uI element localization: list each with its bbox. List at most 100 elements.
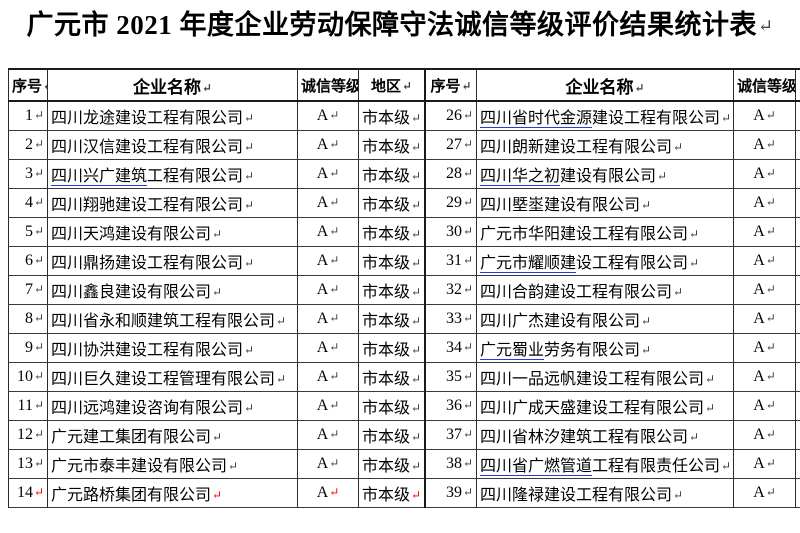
cell-area-right: 市本级↵ (795, 100, 800, 131)
paragraph-mark-icon: ↵ (33, 224, 44, 238)
paragraph-mark-icon: ↵ (212, 227, 223, 241)
cell-area-right: 市本级↵ (795, 391, 800, 421)
cell-company-left: 四川协洪建设工程有限公司↵ (47, 333, 298, 363)
cell-index-right: 26↵ (424, 100, 477, 131)
paragraph-mark-icon: ↵ (33, 456, 44, 470)
paragraph-mark-icon: ↵ (721, 111, 732, 125)
cell-company-left: 四川远鸿建设咨询有限公司↵ (47, 391, 298, 421)
cell-company-left: 四川鼎扬建设工程有限公司↵ (47, 246, 298, 276)
paragraph-mark-icon: ↵ (276, 372, 287, 386)
spellcheck-underline: 四川省广燃管道 (480, 458, 593, 476)
paragraph-mark-icon: ↵ (201, 80, 213, 95)
header-index-left: 序号↵ (8, 68, 48, 102)
cell-area-left: 市本级↵ (358, 362, 426, 392)
spellcheck-underline: 四川华之初 (480, 168, 561, 186)
paragraph-mark-icon: ↵ (33, 369, 44, 383)
paragraph-mark-icon: ↵ (329, 456, 340, 470)
cell-company-left: 广元路桥集团有限公司↵ (47, 478, 298, 508)
company-name-text: 四川鼎扬建设工程有限公司 (51, 255, 244, 272)
cell-index-right: 33↵ (424, 304, 477, 334)
cell-company-left: 四川巨久建设工程管理有限公司↵ (47, 362, 298, 392)
paragraph-mark-icon: ↵ (411, 285, 422, 299)
cell-company-left: 四川天鸿建设有限公司↵ (47, 217, 298, 247)
paragraph-mark-icon: ↵ (765, 166, 776, 180)
cell-company-left: 广元市泰丰建设有限公司↵ (47, 449, 298, 479)
cell-grade-left: A↵ (297, 333, 359, 363)
paragraph-mark-icon: ↵ (705, 401, 716, 415)
paragraph-mark-icon: ↵ (765, 108, 776, 122)
table-row: 3↵四川兴广建筑工程有限公司↵A↵市本级↵28↵四川华之初建设有限公司↵A↵市本… (8, 159, 800, 189)
paragraph-mark-icon: ↵ (411, 314, 422, 328)
table-row: 14↵广元路桥集团有限公司↵A↵市本级↵39↵四川隆禄建设工程有限公司↵A↵市本… (8, 478, 800, 508)
company-name-text: 四川合韵建设工程有限公司 (480, 284, 673, 301)
cell-index-right: 39↵ (424, 478, 477, 508)
cell-company-right: 四川朗新建设工程有限公司↵ (476, 130, 734, 160)
cell-area-right: 市本级↵ (795, 420, 800, 450)
paragraph-mark-icon: ↵ (689, 430, 700, 444)
cell-area-right: 市本级↵ (795, 188, 800, 218)
cell-company-left: 四川汉信建设工程有限公司↵ (47, 130, 298, 160)
company-name-text: 四川省林汐建筑工程有限公司 (480, 429, 689, 446)
cell-index-right: 38↵ (424, 449, 477, 479)
paragraph-mark-icon: ↵ (411, 488, 422, 502)
paragraph-mark-icon: ↵ (462, 398, 473, 412)
cell-company-right: 四川省广燃管道工程有限责任公司↵ (476, 449, 734, 479)
paragraph-mark-icon: ↵ (244, 111, 255, 125)
company-name-text: 四川广成天盛建设工程有限公司 (480, 400, 705, 417)
paragraph-mark-icon: ↵ (462, 456, 473, 470)
table-row: 13↵ 广元市泰丰建设有限公司↵ A↵ 市本级↵ 38↵ 四川省广燃管道工程有限责任公司↵… (8, 449, 800, 479)
cell-area-left: 市本级↵ (358, 420, 426, 450)
cell-company-right: 四川广成天盛建设工程有限公司↵ (476, 391, 734, 421)
cell-grade-right: A↵ (733, 217, 796, 247)
paragraph-mark-icon: ↵ (411, 256, 422, 270)
header-grade-left: 诚信等级↵ (297, 68, 359, 102)
paragraph-mark-icon: ↵ (673, 285, 684, 299)
table-row: 5↵四川天鸿建设有限公司↵A↵市本级↵30↵广元市华阳建设工程有限公司↵A↵市本… (8, 217, 800, 247)
cell-area-right: 市本级↵ (795, 159, 800, 189)
cell-area-left: 市本级↵ (358, 391, 426, 421)
paragraph-mark-icon: ↵ (462, 195, 473, 209)
cell-grade-left: A↵ (297, 362, 359, 392)
cell-index-left: 12↵ (8, 420, 48, 450)
table-row: 4↵四川翔驰建设工程有限公司↵A↵市本级↵29↵四川塈埊建设有限公司↵A↵市本级… (8, 188, 800, 218)
paragraph-mark-icon: ↵ (33, 282, 44, 296)
paragraph-mark-icon: ↵ (634, 80, 645, 95)
cell-grade-right: A↵ (733, 391, 796, 421)
paragraph-mark-icon: ↵ (765, 282, 776, 296)
cell-grade-right: A↵ (733, 449, 796, 479)
paragraph-mark-icon: ↵ (462, 485, 473, 499)
cell-index-left: 7↵ (8, 275, 48, 305)
cell-index-right: 29↵ (424, 188, 477, 218)
paragraph-mark-icon: ↵ (33, 427, 44, 441)
paragraph-mark-icon: ↵ (673, 488, 684, 502)
cell-grade-right: A↵ (733, 100, 796, 131)
spellcheck-underline: 广元市耀顺建 (480, 255, 577, 273)
header-area-left: 地区↵ (358, 68, 426, 102)
cell-index-right: 27↵ (424, 130, 477, 160)
cell-grade-left: A↵ (297, 478, 359, 508)
paragraph-mark-icon: ↵ (641, 198, 652, 212)
cell-company-left: 四川兴广建筑工程有限公司↵ (47, 159, 298, 189)
paragraph-mark-icon: ↵ (765, 195, 776, 209)
cell-area-right: 市本级↵ (795, 478, 800, 508)
header-grade-right: 诚信等级↵ (733, 68, 796, 102)
table-row: 11↵ 四川远鸿建设咨询有限公司↵ A↵ 市本级↵ 36↵ 四川广成天盛建设工程有限公司↵… (8, 391, 800, 421)
cell-index-right: 37↵ (424, 420, 477, 450)
paragraph-mark-icon: ↵ (33, 485, 44, 499)
cell-area-left: 市本级↵ (358, 159, 426, 189)
cell-area-right: 市本级↵ (795, 304, 800, 334)
table-header: 序号↵ 企业名称↵ 诚信等级↵ 地区↵ 序号↵ 企业名称↵ 诚信等级↵ 地区↵ (8, 68, 800, 102)
paragraph-mark-icon: ↵ (462, 340, 473, 354)
cell-index-right: 30↵ (424, 217, 477, 247)
paragraph-mark-icon: ↵ (401, 78, 413, 93)
cell-grade-right: A↵ (733, 478, 796, 508)
cell-grade-left: A↵ (297, 100, 359, 131)
paragraph-mark-icon: ↵ (411, 227, 422, 241)
spellcheck-underline: 广元蜀业 (480, 342, 545, 360)
cell-index-left: 8↵ (8, 304, 48, 334)
company-name-text: 广元市耀顺建设工程有限公司 (480, 255, 689, 273)
cell-area-left: 市本级↵ (358, 304, 426, 334)
paragraph-mark-icon: ↵ (329, 398, 340, 412)
cell-company-right: 四川塈埊建设有限公司↵ (476, 188, 734, 218)
cell-area-right: 市本级↵ (795, 275, 800, 305)
